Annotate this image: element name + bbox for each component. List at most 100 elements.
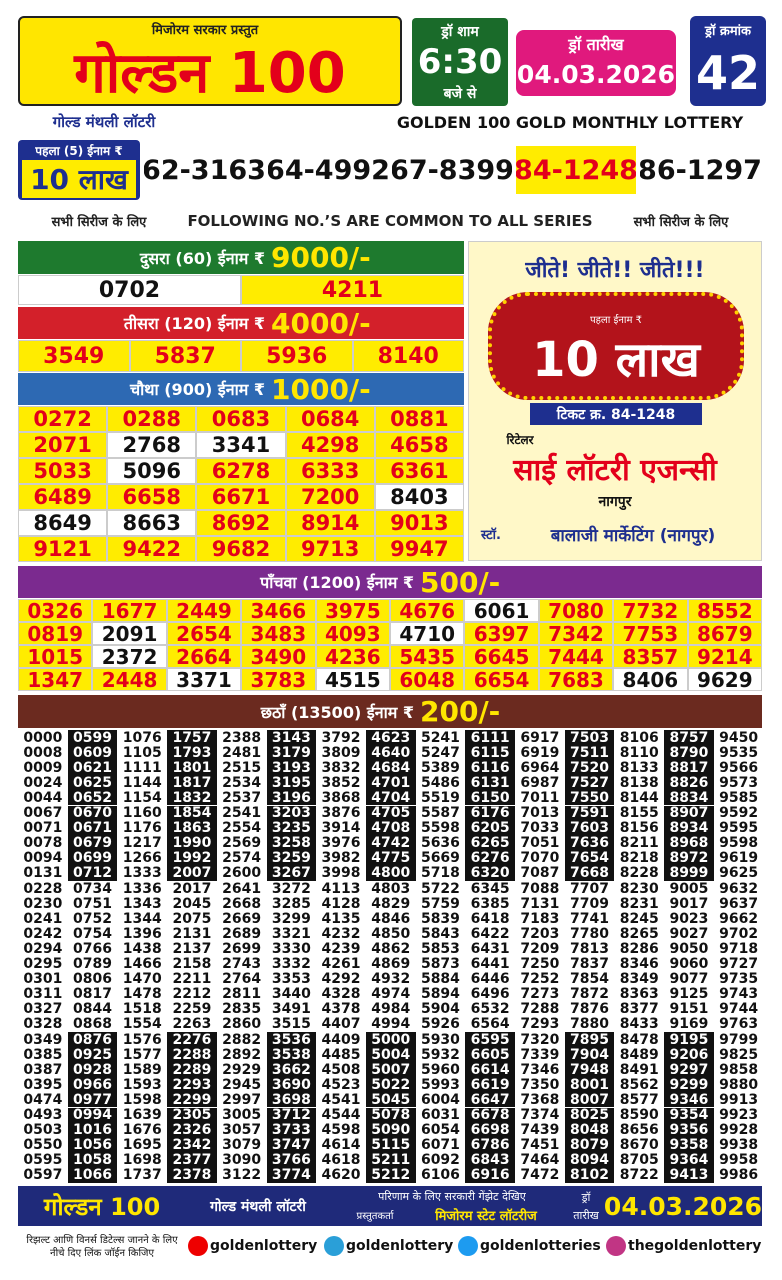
sixth-prize-number: 5722 [415,881,466,897]
draw-date-box [516,30,676,96]
sixth-prize-number: 5090 [365,1122,416,1138]
sixth-prize-number: 6605 [465,1047,515,1063]
fifth-prize-number: 6397 [464,622,539,645]
sixth-prize-number: 0493 [18,1107,68,1123]
sixth-prize-number: 1832 [167,790,217,806]
sixth-prize-number: 8230 [614,881,665,897]
sixth-prize-number: 9923 [713,1107,764,1123]
footer-date: 04.03.2026 [604,1191,762,1221]
sixth-prize-number: 7636 [564,835,615,851]
fifth-prize-number: 7444 [538,645,614,668]
fifth-prize-number: 3975 [315,599,390,622]
fifth-prize-number: 6061 [464,599,539,622]
sixth-prize-number: 3143 [266,730,317,746]
sixth-prize-number: 9825 [713,1047,764,1063]
sixth-prize-number: 5873 [415,956,466,972]
fifth-prize-number: 3783 [241,668,316,691]
fifth-prize-number: 8357 [613,645,688,668]
sixth-prize-number: 5587 [415,805,466,821]
sixth-prize-number: 8231 [614,896,665,912]
sixth-prize-number: 8790 [664,745,714,761]
sixth-prize-number: 0925 [67,1047,118,1063]
fifth-prize-number: 7753 [613,622,688,645]
sixth-prize-number: 5598 [415,820,466,836]
sixth-prize-number: 9358 [664,1137,714,1153]
sixth-prize-number: 3057 [216,1122,267,1138]
footer-gazette: परिणाम के लिए सरकारी गेंझेट देखिए [378,1189,526,1203]
sixth-prize-number: 6614 [465,1062,515,1078]
sixth-prize-number: 0395 [18,1077,68,1093]
sixth-prize-number: 0131 [18,865,68,881]
sixth-prize-number: 9718 [713,941,764,957]
sixth-prize-number: 3079 [216,1137,267,1153]
sixth-prize-number: 4829 [365,896,416,912]
third-prize-number: 5936 [241,340,353,372]
sixth-prize-number: 5926 [415,1016,466,1032]
sixth-prize-number: 6115 [465,745,515,761]
sixth-prize-number: 5000 [365,1032,416,1048]
sixth-prize-number: 6054 [415,1122,466,1138]
sixth-prize-number: 9060 [664,956,714,972]
first-prize-number: 64-4992 [268,154,388,186]
fifth-prize-number: 8552 [687,599,762,622]
fifth-prize-number: 1015 [18,645,93,668]
sixth-prize-number: 4544 [316,1107,366,1123]
sixth-prize-number: 8155 [614,805,665,821]
sixth-prize-number: 7203 [515,926,565,942]
ad-stockist: बालाजी मार्केटिंग (नागपुर) [550,525,716,546]
sixth-prize-number: 3272 [266,881,317,897]
sixth-prize-number: 8377 [614,1001,665,1017]
sixth-prize-number: 0067 [18,805,68,821]
sixth-prize-number: 3353 [266,971,317,987]
sixth-prize-number: 1266 [117,850,168,866]
sixth-prize-number: 9598 [713,835,764,851]
sixth-prize-number: 9413 [664,1167,714,1183]
sixth-prize-number: 8757 [664,730,714,746]
sixth-prize-number: 8817 [664,760,714,776]
fourth-prize-number: 0881 [374,406,464,432]
sixth-prize-number: 5904 [415,1001,466,1017]
sixth-prize-number: 0754 [67,926,118,942]
sixth-prize-number: 0294 [18,941,68,957]
footer-presenter: मिजोरम स्टेट लॉटरीज [435,1209,537,1224]
sixth-prize-number: 0671 [67,820,118,836]
sixth-prize-number: 2131 [167,926,217,942]
sixth-prize-number: 6106 [415,1167,466,1183]
fifth-prize-number: 0326 [18,599,93,622]
first-prize-label: पहला (5) ईनाम ₹ [35,143,123,158]
sixth-prize-number: 4618 [316,1152,366,1168]
sixth-prize-number: 3832 [316,760,366,776]
sixth-prize-number: 3852 [316,775,366,791]
sixth-prize-number: 4742 [365,835,416,851]
sixth-prize-number: 9354 [664,1107,714,1123]
prize-header [18,566,762,598]
fourth-prize-number: 2768 [107,432,197,458]
first-prize-amount: 10 लाख [22,160,136,198]
sixth-prize-number: 1111 [117,760,168,776]
sixth-prize-number: 5636 [415,835,466,851]
sixth-prize-number: 0009 [18,760,68,776]
sixth-prize-number: 2534 [216,775,267,791]
prize-amount: 4000/- [271,307,371,339]
sixth-prize-number: 0311 [18,986,68,1002]
sixth-prize-number: 4684 [365,760,416,776]
sixth-prize-number: 3440 [266,986,317,1002]
sixth-prize-number: 1144 [117,775,168,791]
sixth-prize-number: 0966 [67,1077,118,1093]
sixth-prize-number: 4620 [316,1167,366,1183]
sixth-prize-number: 9763 [713,1016,764,1032]
sixth-prize-number: 3766 [266,1152,317,1168]
sixth-prize-number: 4614 [316,1137,366,1153]
sixth-prize-number: 8156 [614,820,665,836]
sixth-prize-number: 4485 [316,1047,366,1063]
fifth-prize-number: 2091 [92,622,167,645]
sixth-prize-number: 8656 [614,1122,665,1138]
sixth-prize-number: 2811 [216,986,267,1002]
sixth-prize-number: 6916 [465,1167,515,1183]
sixth-prize-number: 7252 [515,971,565,987]
fourth-prize-number: 6278 [196,458,286,484]
sixth-prize-number: 2293 [167,1077,217,1093]
sixth-prize-number: 3259 [266,850,317,866]
sixth-prize-number: 3491 [266,1001,317,1017]
sixth-prize-number: 7520 [564,760,615,776]
